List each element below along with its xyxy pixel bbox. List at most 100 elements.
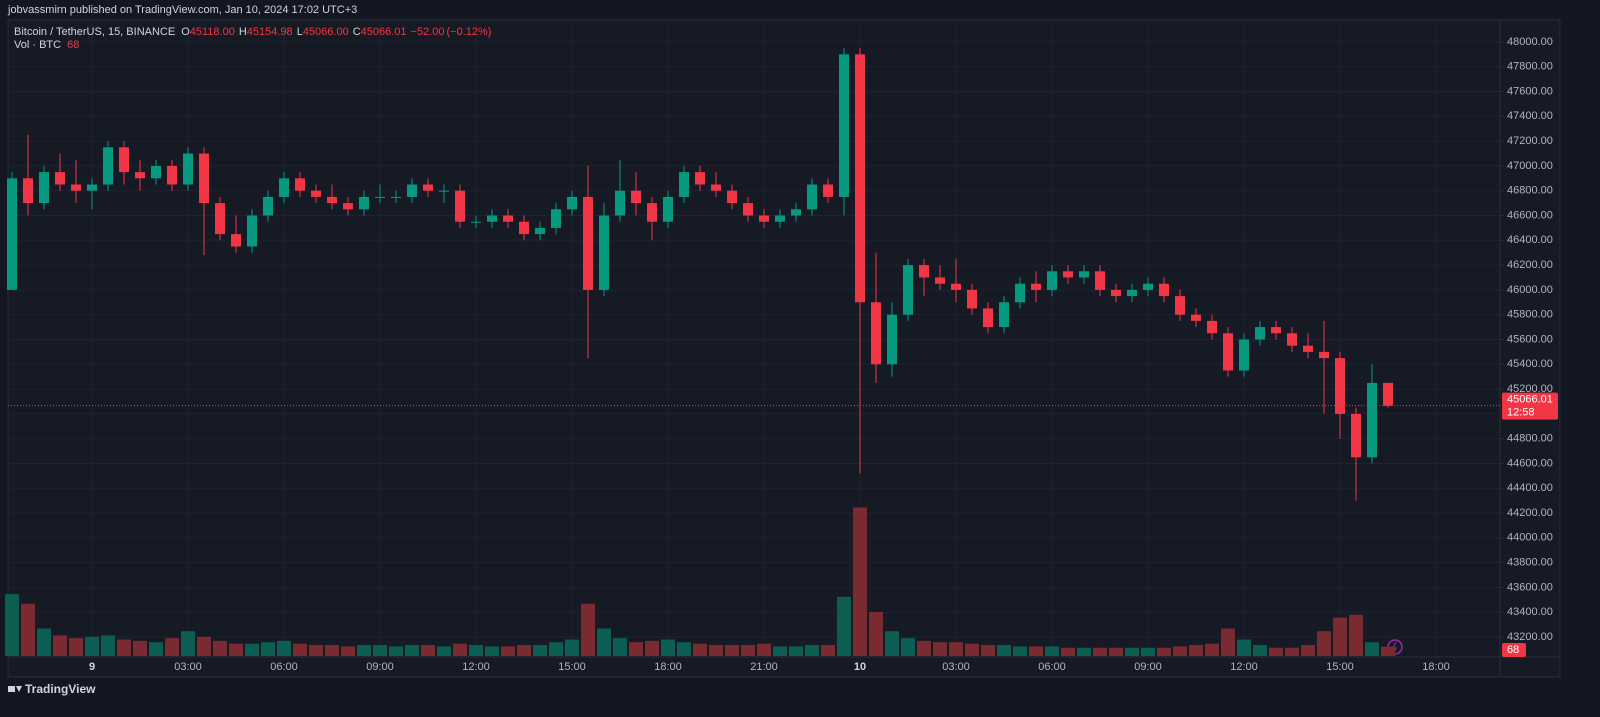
- tv-logo: [8, 686, 22, 692]
- x-tick-label: 12:00: [462, 661, 490, 673]
- volume-bar: [1381, 646, 1395, 656]
- volume-bar: [1269, 647, 1283, 656]
- volume-bar: [357, 645, 371, 656]
- candle-body: [55, 172, 65, 185]
- volume-bar: [1077, 647, 1091, 656]
- volume-bar: [629, 642, 643, 656]
- brand: TradingView: [25, 682, 96, 696]
- legend-text: Vol · BTC: [14, 39, 62, 51]
- candle-body: [311, 190, 321, 197]
- legend-text: H: [238, 26, 247, 38]
- y-tick-label: 46000.00: [1507, 284, 1553, 296]
- y-tick-label: 46600.00: [1507, 209, 1553, 221]
- legend-text: 68: [67, 39, 80, 51]
- candle-body: [967, 289, 977, 309]
- y-tick-label: 43200.00: [1507, 631, 1553, 643]
- candle-body: [663, 196, 673, 222]
- legend-text: O: [181, 26, 190, 38]
- candle-body: [295, 178, 305, 191]
- y-tick-label: 43800.00: [1507, 557, 1553, 569]
- volume-bar: [389, 646, 403, 656]
- candle-body: [1239, 339, 1249, 371]
- candle-body: [1207, 320, 1217, 334]
- candle-body: [327, 196, 337, 204]
- y-tick-label: 45800.00: [1507, 309, 1553, 321]
- x-tick-label: 12:00: [1230, 661, 1258, 673]
- candle-body: [1255, 327, 1265, 340]
- candle-body: [871, 302, 881, 365]
- candle-body: [119, 147, 129, 173]
- legend-row: Vol · BTC 68: [14, 39, 493, 52]
- volume-bar: [469, 645, 483, 656]
- volume-bar: [197, 636, 211, 656]
- candle-body: [823, 184, 833, 197]
- y-tick-label: 44600.00: [1507, 457, 1553, 469]
- candle-body: [743, 203, 753, 216]
- volume-bar: [1109, 647, 1123, 656]
- volume-bar: [437, 646, 451, 656]
- candle-body: [1303, 345, 1313, 352]
- volume-bar: [405, 645, 419, 656]
- candle-body: [551, 209, 561, 228]
- volume-tag: [1502, 643, 1526, 657]
- volume-bar: [933, 642, 947, 656]
- volume-bar: [565, 639, 579, 656]
- volume-bar: [181, 631, 195, 656]
- volume-bar: [581, 603, 595, 656]
- volume-bar: [421, 645, 435, 656]
- volume-bar: [533, 645, 547, 656]
- candle-body: [1143, 283, 1153, 290]
- candle-body: [1047, 271, 1057, 290]
- candle-body: [695, 172, 705, 185]
- volume-bar: [517, 645, 531, 656]
- candle-body: [103, 147, 113, 185]
- chart-frame: [7, 19, 1561, 678]
- volume-bar: [69, 638, 83, 656]
- volume-bar: [261, 642, 275, 656]
- volume-bar: [229, 643, 243, 656]
- grid: [8, 21, 1500, 657]
- volume-bar: [1333, 617, 1347, 656]
- volume-bar: [645, 640, 659, 656]
- volume-bar: [773, 646, 787, 656]
- volume-bar: [501, 646, 515, 656]
- volume-bar: [1173, 646, 1187, 656]
- publisher: jobvassmirn published on TradingView.com…: [7, 4, 357, 16]
- candle-body: [855, 54, 865, 303]
- volume-bar: [869, 612, 883, 656]
- countdown: 12:58: [1507, 407, 1535, 419]
- y-tick-label: 46800.00: [1507, 185, 1553, 197]
- volume-bar: [789, 646, 803, 656]
- volume-bar: [949, 642, 963, 656]
- volume-bar: [213, 640, 227, 656]
- volume-bar: [1189, 645, 1203, 656]
- legend-text: Bitcoin / TetherUS, 15, BINANCE: [14, 26, 176, 38]
- candle-body: [167, 165, 177, 185]
- volume-bar: [805, 645, 819, 656]
- last-price: 45066.01: [1507, 394, 1553, 406]
- candle-body: [487, 215, 497, 222]
- candle-body: [1271, 327, 1281, 334]
- volume-bar: [1205, 643, 1219, 656]
- legend-text: L: [296, 26, 303, 38]
- volume-bar: [133, 640, 147, 656]
- x-tick-label: 15:00: [558, 661, 586, 673]
- y-tick-label: 47000.00: [1507, 160, 1553, 172]
- candle-body: [919, 265, 929, 278]
- candle-body: [839, 54, 849, 197]
- volume-bar: [1013, 646, 1027, 656]
- volume-bar: [981, 645, 995, 656]
- y-tick-label: 44200.00: [1507, 507, 1553, 519]
- volume-bar: [53, 635, 67, 656]
- legend-row: Bitcoin / TetherUS, 15, BINANCE O45118.00…: [14, 26, 493, 39]
- volume-bar: [1253, 645, 1267, 656]
- candle-body: [1175, 296, 1185, 315]
- volume-bar: [101, 635, 115, 656]
- candle-body: [535, 227, 545, 235]
- volume-bar: [853, 507, 867, 656]
- x-tick-label: 18:00: [1422, 661, 1450, 673]
- volume-bar: [1029, 646, 1043, 656]
- candle-body: [1351, 413, 1361, 458]
